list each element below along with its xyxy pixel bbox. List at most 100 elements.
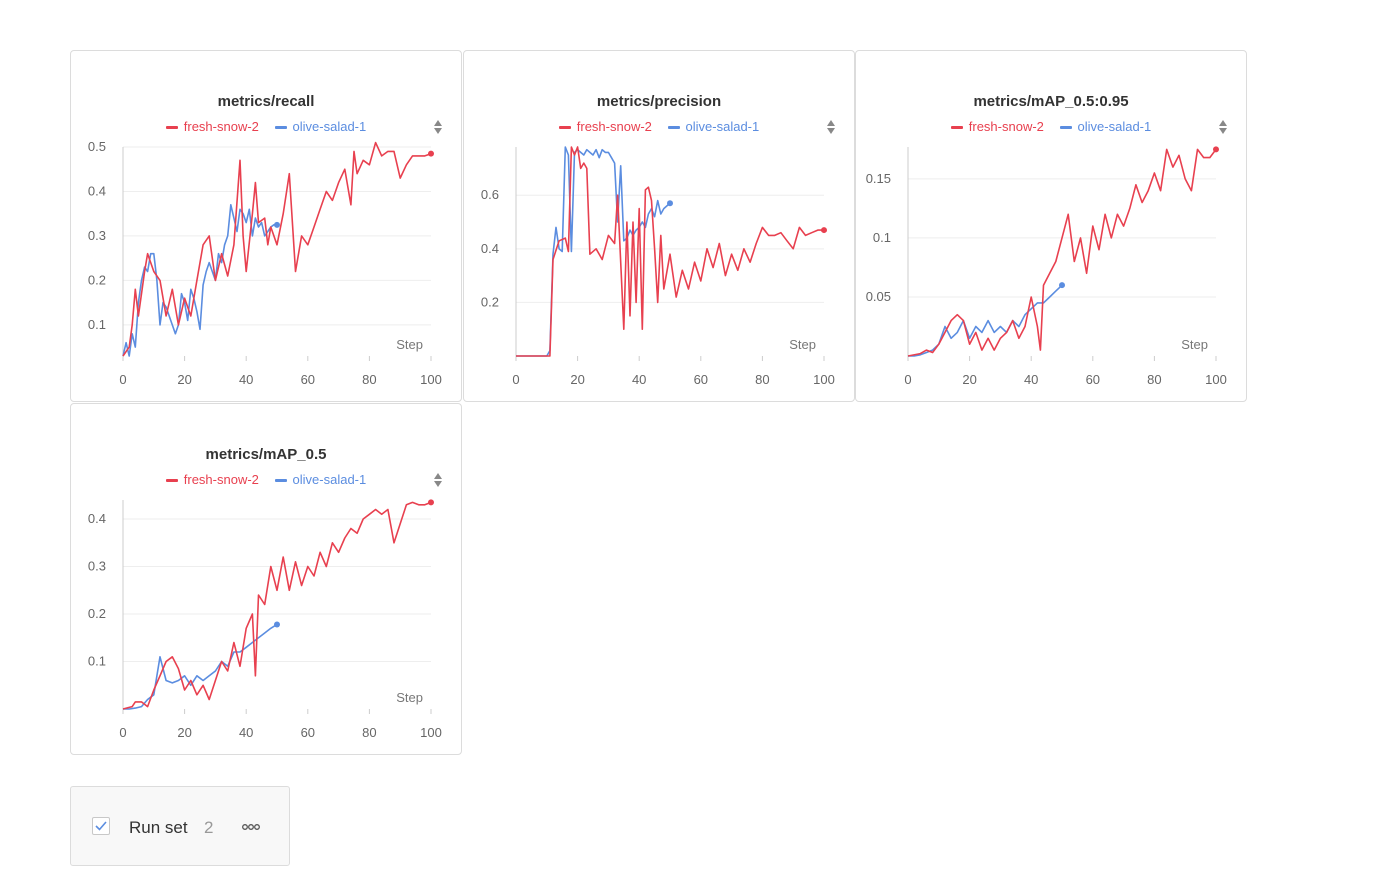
y-tick-label: 0.2 bbox=[88, 606, 106, 621]
y-tick-label: 0.5 bbox=[88, 139, 106, 154]
line-chart: 0.05 0.1 0.15 0 20 40 60 80 100 Step bbox=[866, 146, 1227, 387]
series-line-olive-salad-1 bbox=[908, 284, 1063, 357]
x-tick-label: 0 bbox=[119, 372, 126, 387]
x-tick-label: 80 bbox=[362, 372, 376, 387]
x-tick-label: 60 bbox=[694, 372, 708, 387]
y-tick-label: 0.4 bbox=[88, 183, 106, 198]
x-tick-label: 40 bbox=[239, 725, 253, 740]
x-tick-label: 0 bbox=[904, 372, 911, 387]
x-axis-label: Step bbox=[1181, 337, 1208, 352]
y-tick-label: 0.1 bbox=[88, 317, 106, 332]
series-endpoint-fresh-snow-2 bbox=[821, 227, 827, 234]
x-tick-label: 80 bbox=[1147, 372, 1161, 387]
chart-legend: fresh-snow-2 olive-salad-1 bbox=[71, 119, 461, 134]
legend-label: olive-salad-1 bbox=[1077, 119, 1152, 134]
chart-title: metrics/mAP_0.5 bbox=[205, 446, 327, 463]
x-tick-label: 100 bbox=[813, 372, 835, 387]
y-tick-label: 0.05 bbox=[866, 289, 891, 304]
legend-item-olive-salad[interactable]: olive-salad-1 bbox=[274, 472, 367, 487]
series-line-olive-salad-1 bbox=[516, 146, 671, 357]
series-endpoint-fresh-snow-2 bbox=[428, 499, 434, 506]
x-tick-label: 20 bbox=[177, 725, 191, 740]
series-line-fresh-snow-2 bbox=[122, 141, 432, 357]
y-tick-label: 0.6 bbox=[481, 187, 499, 202]
x-tick-label: 80 bbox=[755, 372, 769, 387]
chart-panel-map-0-5-0-95: metrics/mAP_0.5:0.95 fresh-snow-2 olive-… bbox=[855, 50, 1247, 402]
x-tick-label: 60 bbox=[301, 372, 315, 387]
legend-item-fresh-snow[interactable]: fresh-snow-2 bbox=[558, 119, 652, 134]
line-chart: 0.1 0.2 0.3 0.4 0 20 40 60 80 100 Step bbox=[88, 499, 442, 740]
x-tick-label: 20 bbox=[570, 372, 584, 387]
legend-item-fresh-snow[interactable]: fresh-snow-2 bbox=[165, 472, 259, 487]
legend-item-olive-salad[interactable]: olive-salad-1 bbox=[274, 119, 367, 134]
x-tick-label: 20 bbox=[962, 372, 976, 387]
chart-panel-map-0-5: metrics/mAP_0.5 fresh-snow-2 olive-salad… bbox=[70, 403, 462, 755]
run-set-panel: Run set 2 bbox=[70, 786, 290, 866]
legend-label: fresh-snow-2 bbox=[576, 119, 652, 134]
y-tick-label: 0.4 bbox=[88, 511, 106, 526]
chart-legend: fresh-snow-2 olive-salad-1 bbox=[71, 472, 461, 487]
legend-item-olive-salad[interactable]: olive-salad-1 bbox=[1059, 119, 1152, 134]
sort-icon[interactable] bbox=[1218, 119, 1228, 135]
series-endpoint-fresh-snow-2 bbox=[428, 150, 434, 157]
x-axis-label: Step bbox=[396, 690, 423, 705]
x-tick-label: 40 bbox=[1024, 372, 1038, 387]
legend-item-fresh-snow[interactable]: fresh-snow-2 bbox=[950, 119, 1044, 134]
x-tick-label: 60 bbox=[1086, 372, 1100, 387]
series-endpoint-olive-salad-1 bbox=[274, 621, 280, 628]
series-endpoint-fresh-snow-2 bbox=[1213, 146, 1219, 153]
series-line-fresh-snow-2 bbox=[516, 146, 824, 357]
legend-item-olive-salad[interactable]: olive-salad-1 bbox=[667, 119, 760, 134]
series-endpoint-olive-salad-1 bbox=[274, 221, 280, 228]
series-endpoint-olive-salad-1 bbox=[1059, 282, 1065, 289]
check-icon bbox=[95, 821, 107, 831]
x-tick-label: 0 bbox=[119, 725, 126, 740]
legend-label: fresh-snow-2 bbox=[183, 119, 259, 134]
series-line-olive-salad-1 bbox=[123, 623, 278, 710]
y-tick-label: 0.1 bbox=[88, 654, 106, 669]
y-tick-label: 0.4 bbox=[481, 241, 499, 256]
x-tick-label: 100 bbox=[1205, 372, 1227, 387]
series-endpoint-olive-salad-1 bbox=[667, 200, 673, 207]
y-tick-label: 0.2 bbox=[481, 294, 499, 309]
legend-label: fresh-snow-2 bbox=[968, 119, 1044, 134]
x-tick-label: 100 bbox=[420, 372, 442, 387]
chart-title: metrics/precision bbox=[596, 93, 722, 110]
legend-label: olive-salad-1 bbox=[685, 119, 760, 134]
line-chart: 0.1 0.2 0.3 0.4 0.5 0 20 40 60 80 100 Step bbox=[88, 139, 442, 387]
y-tick-label: 0.15 bbox=[866, 171, 891, 186]
chart-title: metrics/recall bbox=[217, 93, 315, 110]
legend-item-fresh-snow[interactable]: fresh-snow-2 bbox=[165, 119, 259, 134]
chart-panel-recall: metrics/recall fresh-snow-2 olive-salad-… bbox=[70, 50, 462, 402]
sort-icon[interactable] bbox=[826, 119, 836, 135]
legend-label: fresh-snow-2 bbox=[183, 472, 259, 487]
more-options-icon[interactable] bbox=[241, 820, 261, 834]
sort-icon[interactable] bbox=[433, 472, 443, 488]
x-axis-label: Step bbox=[396, 337, 423, 352]
x-tick-label: 40 bbox=[632, 372, 646, 387]
sort-icon[interactable] bbox=[433, 119, 443, 135]
legend-label: olive-salad-1 bbox=[292, 119, 367, 134]
y-tick-label: 0.1 bbox=[873, 230, 891, 245]
run-set-checkbox[interactable] bbox=[92, 817, 110, 835]
run-set-count: 2 bbox=[204, 818, 214, 837]
x-tick-label: 60 bbox=[301, 725, 315, 740]
series-line-fresh-snow-2 bbox=[907, 148, 1217, 357]
x-tick-label: 20 bbox=[177, 372, 191, 387]
chart-legend: fresh-snow-2 olive-salad-1 bbox=[856, 119, 1246, 134]
x-tick-label: 80 bbox=[362, 725, 376, 740]
x-tick-label: 0 bbox=[512, 372, 519, 387]
run-set-label: Run set bbox=[129, 818, 188, 837]
y-tick-label: 0.2 bbox=[88, 272, 106, 287]
x-axis-label: Step bbox=[789, 337, 816, 352]
y-tick-label: 0.3 bbox=[88, 228, 106, 243]
chart-panel-precision: metrics/precision fresh-snow-2 olive-sal… bbox=[463, 50, 855, 402]
chart-title: metrics/mAP_0.5:0.95 bbox=[973, 93, 1129, 110]
x-tick-label: 40 bbox=[239, 372, 253, 387]
chart-legend: fresh-snow-2 olive-salad-1 bbox=[464, 119, 854, 134]
legend-label: olive-salad-1 bbox=[292, 472, 367, 487]
line-chart: 0.2 0.4 0.6 0 20 40 60 80 100 Step bbox=[481, 146, 835, 387]
x-tick-label: 100 bbox=[420, 725, 442, 740]
series-line-fresh-snow-2 bbox=[122, 501, 432, 710]
y-tick-label: 0.3 bbox=[88, 559, 106, 574]
